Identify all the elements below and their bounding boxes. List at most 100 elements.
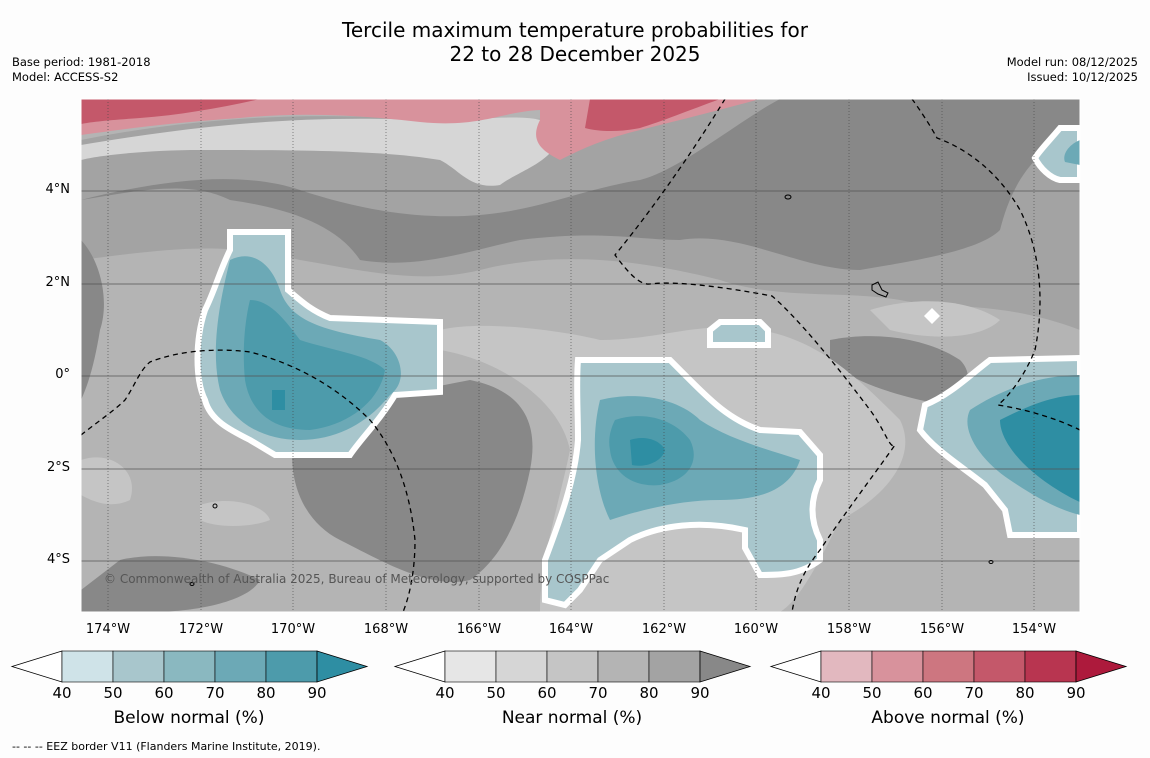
tick-below-70: 70 — [205, 684, 225, 702]
tick-near-40: 40 — [435, 684, 455, 702]
eez-border-central — [614, 99, 896, 612]
colorbar-label-near: Near normal (%) — [501, 708, 643, 728]
colorbar-below-swatch-50 — [112, 650, 165, 683]
below-normal-90-region-west — [272, 390, 285, 410]
tick-near-80: 80 — [639, 684, 659, 702]
title-line-1: Tercile maximum temperature probabilitie… — [342, 18, 808, 42]
lon-label-158w: 158°W — [826, 622, 872, 637]
above-normal-70-region-west — [81, 99, 260, 124]
below-normal-90-region-central — [630, 438, 665, 466]
islands — [189, 194, 994, 586]
metadata-left: Base period: 1981-2018 Model: ACCESS-S2 — [12, 55, 151, 85]
colorbars — [10, 650, 1128, 683]
lat-label-2s: 2°S — [46, 460, 70, 475]
model-run: Model run: 08/12/2025 — [1006, 55, 1138, 69]
tick-near-50: 50 — [486, 684, 506, 702]
colorbar-above-swatch-40 — [820, 650, 873, 683]
colorbar-below-swatch-70 — [214, 650, 267, 683]
lon-label-160w: 160°W — [733, 622, 779, 637]
issued-date: Issued: 10/12/2025 — [1027, 70, 1138, 84]
copyright-notice: © Commonwealth of Australia 2025, Bureau… — [104, 572, 610, 586]
lon-label-156w: 156°W — [919, 622, 965, 637]
near-normal-60-region-southwest — [200, 500, 270, 526]
below-normal-70-spot-central — [724, 462, 745, 475]
latitude-gridlines — [81, 190, 1080, 562]
island-1 — [784, 194, 792, 200]
tick-below-80: 80 — [256, 684, 276, 702]
colorbar-label-above: Above normal (%) — [871, 708, 1025, 728]
colorbar-near-swatch-80 — [648, 650, 701, 683]
colorbar-below-swatch-60 — [163, 650, 216, 683]
tick-above-80: 80 — [1015, 684, 1035, 702]
lon-label-166w: 166°W — [456, 622, 502, 637]
tick-near-70: 70 — [588, 684, 608, 702]
tick-near-90: 90 — [690, 684, 710, 702]
below-normal-50-region-northeast — [1031, 125, 1080, 183]
colorbar-below-over-arrow — [316, 650, 369, 683]
lon-label-168w: 168°W — [363, 622, 409, 637]
tick-below-90: 90 — [307, 684, 327, 702]
near-normal-90-region-southwest-corner — [81, 556, 260, 612]
map-frame — [80, 98, 1081, 613]
lon-label-154w: 154°W — [1011, 622, 1057, 637]
lat-label-4n: 4°N — [45, 182, 71, 197]
colorbar-above-over-arrow — [1075, 650, 1128, 683]
near-normal-40-band-north — [81, 117, 560, 186]
colorbar-above-swatch-80 — [1024, 650, 1077, 683]
map-title: Tercile maximum temperature probabilitie… — [0, 18, 1150, 66]
colorbar-near-under-arrow — [393, 650, 446, 683]
colorbar-label-below: Below normal (%) — [113, 708, 265, 728]
lat-label-0: 0° — [55, 367, 70, 382]
colorbar-above-swatch-50 — [871, 650, 924, 683]
metadata-right: Model run: 08/12/2025 Issued: 10/12/2025 — [1007, 55, 1138, 85]
above-normal-70-region-center — [585, 99, 720, 131]
map-field — [81, 99, 1080, 612]
tick-above-60: 60 — [913, 684, 933, 702]
colorbar-below-swatch-40 — [61, 650, 114, 683]
eez-border-east — [911, 99, 1080, 431]
lat-label-2n: 2°N — [45, 275, 71, 290]
tick-above-50: 50 — [862, 684, 882, 702]
lon-label-174w: 174°W — [85, 622, 131, 637]
tick-below-50: 50 — [103, 684, 123, 702]
lon-label-170w: 170°W — [270, 622, 316, 637]
island-2 — [871, 281, 889, 298]
island-3 — [212, 503, 218, 509]
tick-below-40: 40 — [52, 684, 72, 702]
colorbar-below-under-arrow — [10, 650, 63, 683]
near-normal-90-region-west — [81, 240, 104, 400]
colorbar-near-normal — [393, 650, 752, 683]
colorbar-below-swatch-80 — [265, 650, 318, 683]
tick-above-40: 40 — [811, 684, 831, 702]
colorbar-above-swatch-60 — [922, 650, 975, 683]
eez-border-west — [81, 349, 416, 612]
lat-label-4s: 4°S — [46, 552, 70, 567]
white-diamond-marker — [924, 308, 940, 324]
eez-footnote: -- -- -- EEZ border V11 (Flanders Marine… — [12, 740, 321, 753]
island-4 — [189, 582, 195, 586]
colorbar-above-under-arrow — [769, 650, 822, 683]
colorbar-below-normal — [10, 650, 369, 683]
colorbar-above-normal — [769, 650, 1128, 683]
tick-near-60: 60 — [537, 684, 557, 702]
below-normal-50-spot-north — [707, 319, 771, 348]
lon-label-172w: 172°W — [178, 622, 224, 637]
colorbar-near-swatch-60 — [546, 650, 599, 683]
tick-below-60: 60 — [154, 684, 174, 702]
eez-borders — [81, 99, 1080, 612]
model-name: Model: ACCESS-S2 — [12, 70, 119, 84]
near-normal-90-region-east — [830, 336, 968, 402]
tick-above-70: 70 — [964, 684, 984, 702]
colorbar-near-swatch-40 — [444, 650, 497, 683]
near-normal-90-region-north — [81, 99, 1080, 270]
lon-label-164w: 164°W — [548, 622, 594, 637]
title-line-2: 22 to 28 December 2025 — [449, 42, 701, 66]
tick-above-90: 90 — [1066, 684, 1086, 702]
colorbar-near-over-arrow — [699, 650, 752, 683]
lon-label-162w: 162°W — [641, 622, 687, 637]
below-normal-70-region-northeast — [1064, 140, 1080, 165]
base-period: Base period: 1981-2018 — [12, 55, 151, 69]
colorbar-above-swatch-70 — [973, 650, 1026, 683]
colorbar-near-swatch-50 — [495, 650, 548, 683]
